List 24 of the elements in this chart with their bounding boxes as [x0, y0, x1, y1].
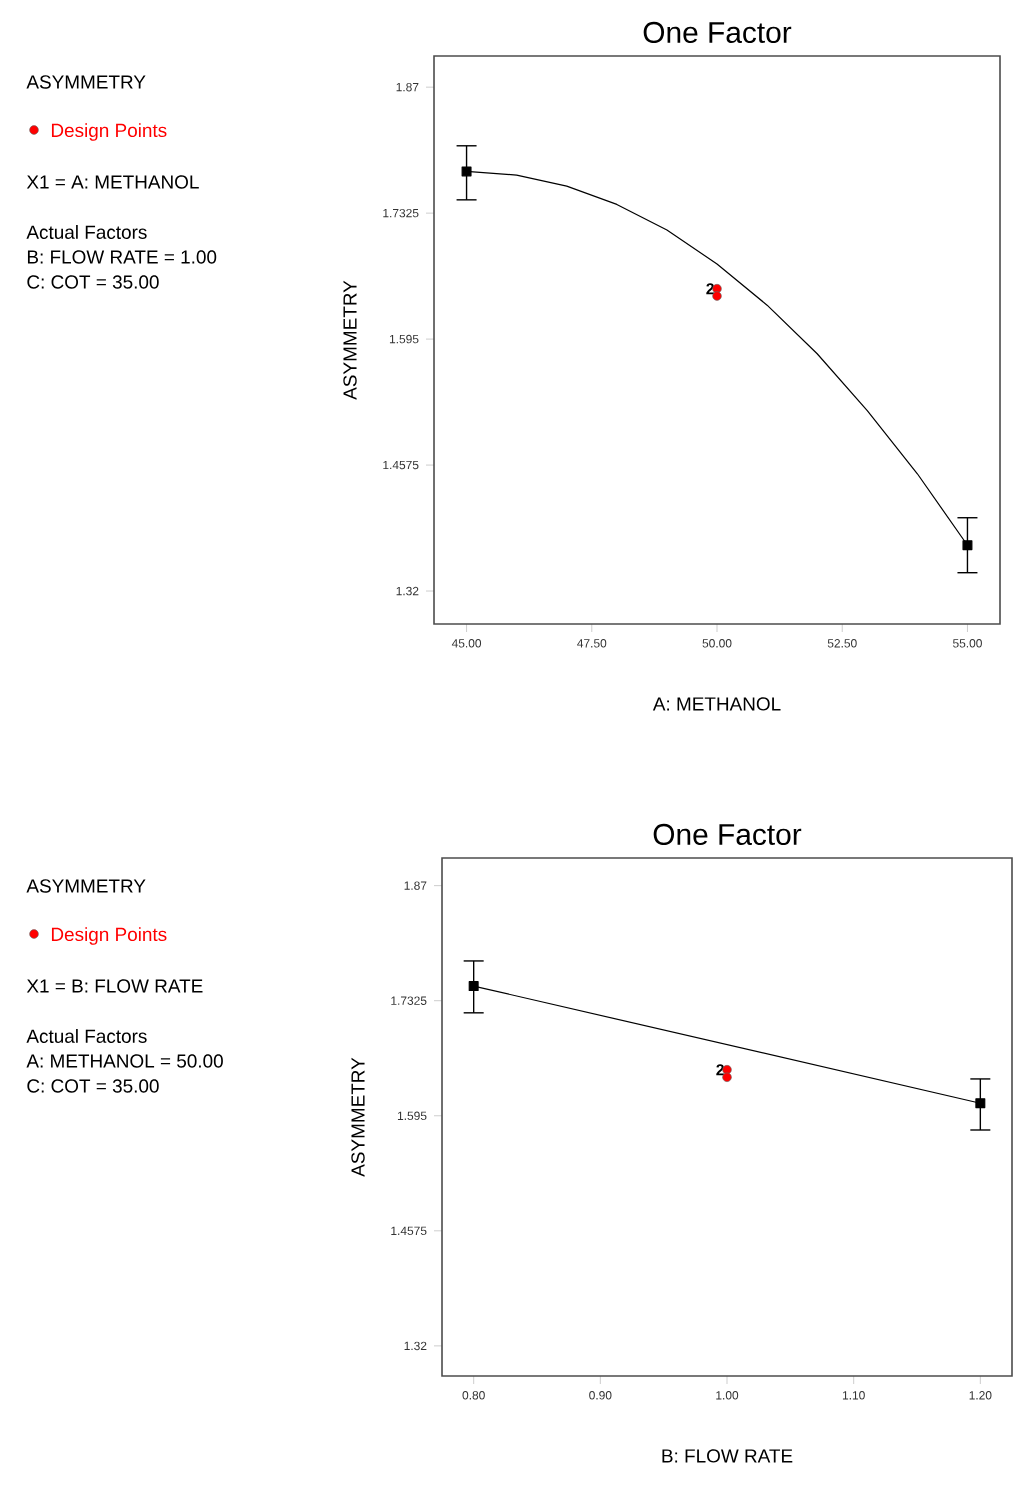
text: X1 = B: FLOW RATE	[26, 979, 203, 993]
chart-title: One Factor	[643, 21, 792, 43]
text: A: METHANOL = 50.00	[26, 1054, 223, 1068]
chart-title: One Factor	[653, 823, 802, 846]
x-axis-title: B: FLOW RATE	[662, 1449, 793, 1463]
legend-label: Design Points	[51, 927, 167, 945]
y-axis-title: ASYMMETRY	[343, 280, 357, 400]
text: Actual Factors	[26, 225, 147, 239]
text: X1 = A: METHANOL	[26, 175, 199, 189]
point	[461, 166, 472, 177]
point	[962, 540, 973, 551]
point	[712, 291, 722, 301]
text: C: COT = 35.00	[27, 275, 159, 289]
text: Actual Factors	[26, 1029, 147, 1043]
text: B: FLOW RATE = 1.00	[27, 250, 217, 264]
point	[975, 1098, 986, 1109]
text: ASYMMETRY	[26, 75, 146, 89]
point	[722, 1072, 732, 1082]
legend-label: Design Points	[51, 123, 167, 141]
text: ASYMMETRY	[26, 879, 146, 893]
y-axis-title: ASYMMETRY	[351, 1057, 365, 1177]
point	[468, 981, 479, 992]
text: C: COT = 35.00	[27, 1079, 159, 1093]
x-axis-title: A: METHANOL	[652, 697, 781, 711]
